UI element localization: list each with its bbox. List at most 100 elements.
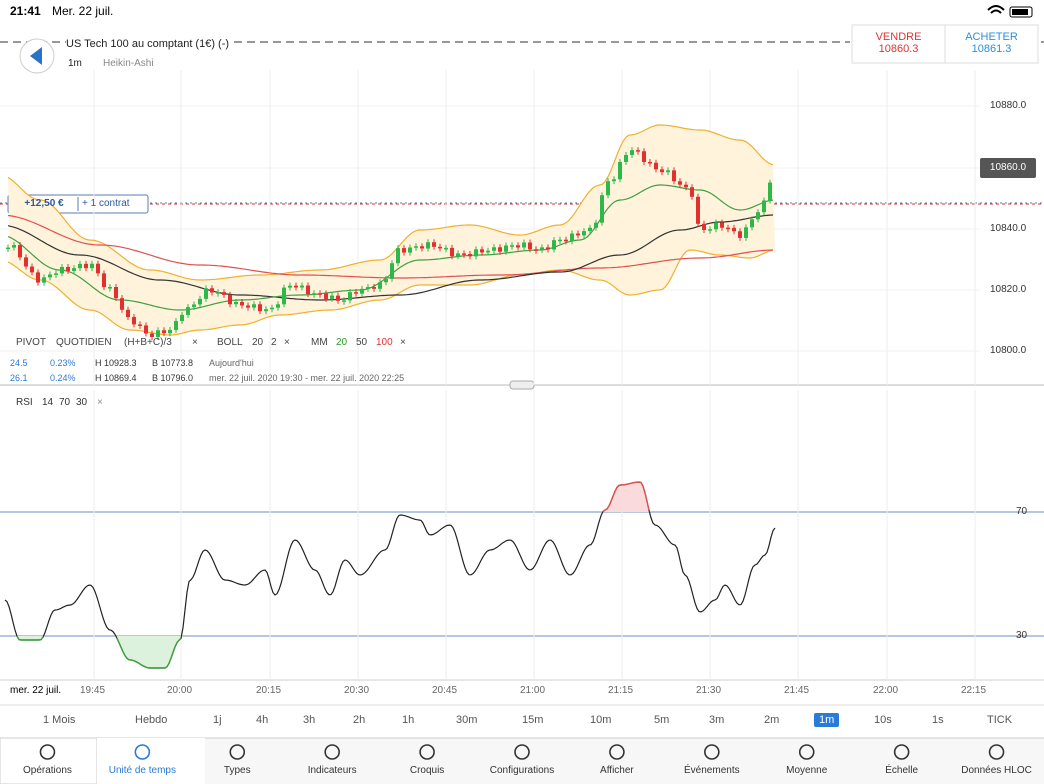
toolbar-button[interactable]: Moyenne — [786, 765, 828, 776]
candle — [324, 293, 328, 299]
rsi-param: 30 — [76, 397, 88, 408]
bollinger-fill — [8, 125, 775, 335]
candle — [48, 274, 52, 278]
timeframe-button[interactable]: Hebdo — [135, 714, 168, 726]
candle — [174, 321, 178, 330]
toolbar-button[interactable]: Afficher — [600, 765, 634, 776]
sell-price[interactable]: 10860.3 — [878, 43, 919, 55]
toolbar-icon — [419, 744, 435, 760]
candle — [300, 285, 304, 288]
candle — [306, 285, 310, 295]
candle — [456, 253, 460, 257]
toolbar-button[interactable]: Opérations — [22, 765, 72, 776]
candle — [378, 282, 382, 289]
candle — [72, 268, 76, 271]
timeframe-button[interactable]: 1m — [814, 713, 840, 727]
candle — [390, 263, 394, 279]
candle — [216, 292, 220, 294]
candle — [360, 288, 364, 294]
candle — [18, 245, 22, 258]
rsi-close[interactable]: × — [97, 397, 103, 408]
candle — [90, 263, 94, 269]
timeframe-button[interactable]: 15m — [522, 714, 544, 726]
buy-price[interactable]: 10861.3 — [971, 43, 1012, 55]
candle — [444, 247, 448, 250]
bollinger-upper — [7, 124, 774, 281]
battery-level — [1012, 9, 1028, 15]
buy-label[interactable]: ACHETER — [965, 31, 1018, 43]
toolbar-button[interactable]: Données HLOC — [961, 765, 1032, 776]
candle — [426, 242, 430, 249]
position-pnl[interactable]: +12,50 € — [24, 198, 64, 209]
candle — [192, 304, 196, 308]
rsi-param: 70 — [59, 397, 71, 408]
candle — [210, 288, 214, 293]
candle — [354, 292, 358, 294]
candle — [516, 245, 520, 248]
rsi-oversold — [16, 635, 182, 669]
candle — [96, 263, 100, 274]
candle — [582, 231, 586, 236]
candle — [570, 233, 574, 242]
timeframe-button[interactable]: 4h — [256, 714, 269, 726]
toolbar-button[interactable]: Croquis — [409, 765, 445, 776]
legend-item: 100 — [376, 337, 393, 348]
timeframe-button[interactable]: 3h — [303, 714, 316, 726]
timeframe-button[interactable]: 2m — [764, 714, 780, 726]
candle — [78, 263, 82, 269]
toolbar-button[interactable]: Événements — [684, 765, 740, 776]
resize-handle[interactable] — [509, 380, 535, 390]
candle — [630, 150, 634, 156]
candle — [462, 253, 466, 255]
candle — [156, 330, 160, 338]
candle — [726, 227, 730, 230]
position-size[interactable]: + 1 contrat — [82, 198, 130, 209]
timeframe-button[interactable]: 3m — [709, 714, 725, 726]
timeframe-button[interactable]: 10m — [590, 714, 612, 726]
timeframe-button[interactable]: 10s — [874, 714, 892, 726]
candle — [246, 305, 250, 308]
candle — [420, 246, 424, 249]
candle — [768, 182, 772, 201]
candle — [474, 249, 478, 257]
tool-tab-selected — [97, 738, 205, 784]
toolbar-button[interactable]: Indicateurs — [307, 765, 357, 776]
toolbar-button[interactable]: Échelle — [885, 765, 919, 776]
candle — [546, 247, 550, 250]
legend-item[interactable]: × — [284, 337, 290, 348]
candle — [654, 162, 658, 170]
candle — [606, 181, 610, 196]
candle — [60, 266, 64, 274]
candle — [162, 330, 166, 334]
timeframe-button[interactable]: 1h — [402, 714, 415, 726]
timeframe-button[interactable]: 1s — [932, 714, 944, 726]
stat-value: B 10796.0 — [152, 372, 194, 384]
legend-item[interactable]: × — [400, 337, 406, 348]
timeframe-button[interactable]: 1j — [213, 714, 222, 726]
toolbar-icon — [134, 744, 151, 760]
timeframe-button[interactable]: 2h — [353, 714, 366, 726]
stat-value: B 10773.8 — [152, 357, 194, 369]
candle — [402, 248, 406, 253]
toolbar-button[interactable]: Unité de temps — [108, 765, 176, 776]
candle — [642, 151, 646, 162]
candle — [288, 285, 292, 288]
rsi-oversold-fill — [5, 636, 775, 668]
candle — [222, 292, 226, 295]
time-tick-label: 20:45 — [432, 685, 458, 696]
legend-item[interactable]: × — [192, 337, 198, 348]
timeframe-button[interactable]: TICK — [987, 714, 1013, 726]
toolbar-button[interactable]: Configurations — [489, 765, 555, 776]
timeframe-button[interactable]: 5m — [654, 714, 670, 726]
stat-value: 24.5 — [10, 357, 28, 369]
timeframe-button[interactable]: 1 Mois — [43, 714, 76, 726]
price-tick-label: 10800.0 — [990, 345, 1027, 356]
sell-label[interactable]: VENDRE — [875, 31, 922, 43]
timeframe-button[interactable]: 30m — [456, 714, 478, 726]
candle — [252, 304, 256, 308]
candle — [240, 301, 244, 306]
time-tick-label: 21:45 — [784, 685, 810, 696]
stat-value: mer. 22 juil. 2020 19:30 - mer. 22 juil.… — [209, 372, 405, 384]
toolbar-button[interactable]: Types — [223, 765, 251, 776]
